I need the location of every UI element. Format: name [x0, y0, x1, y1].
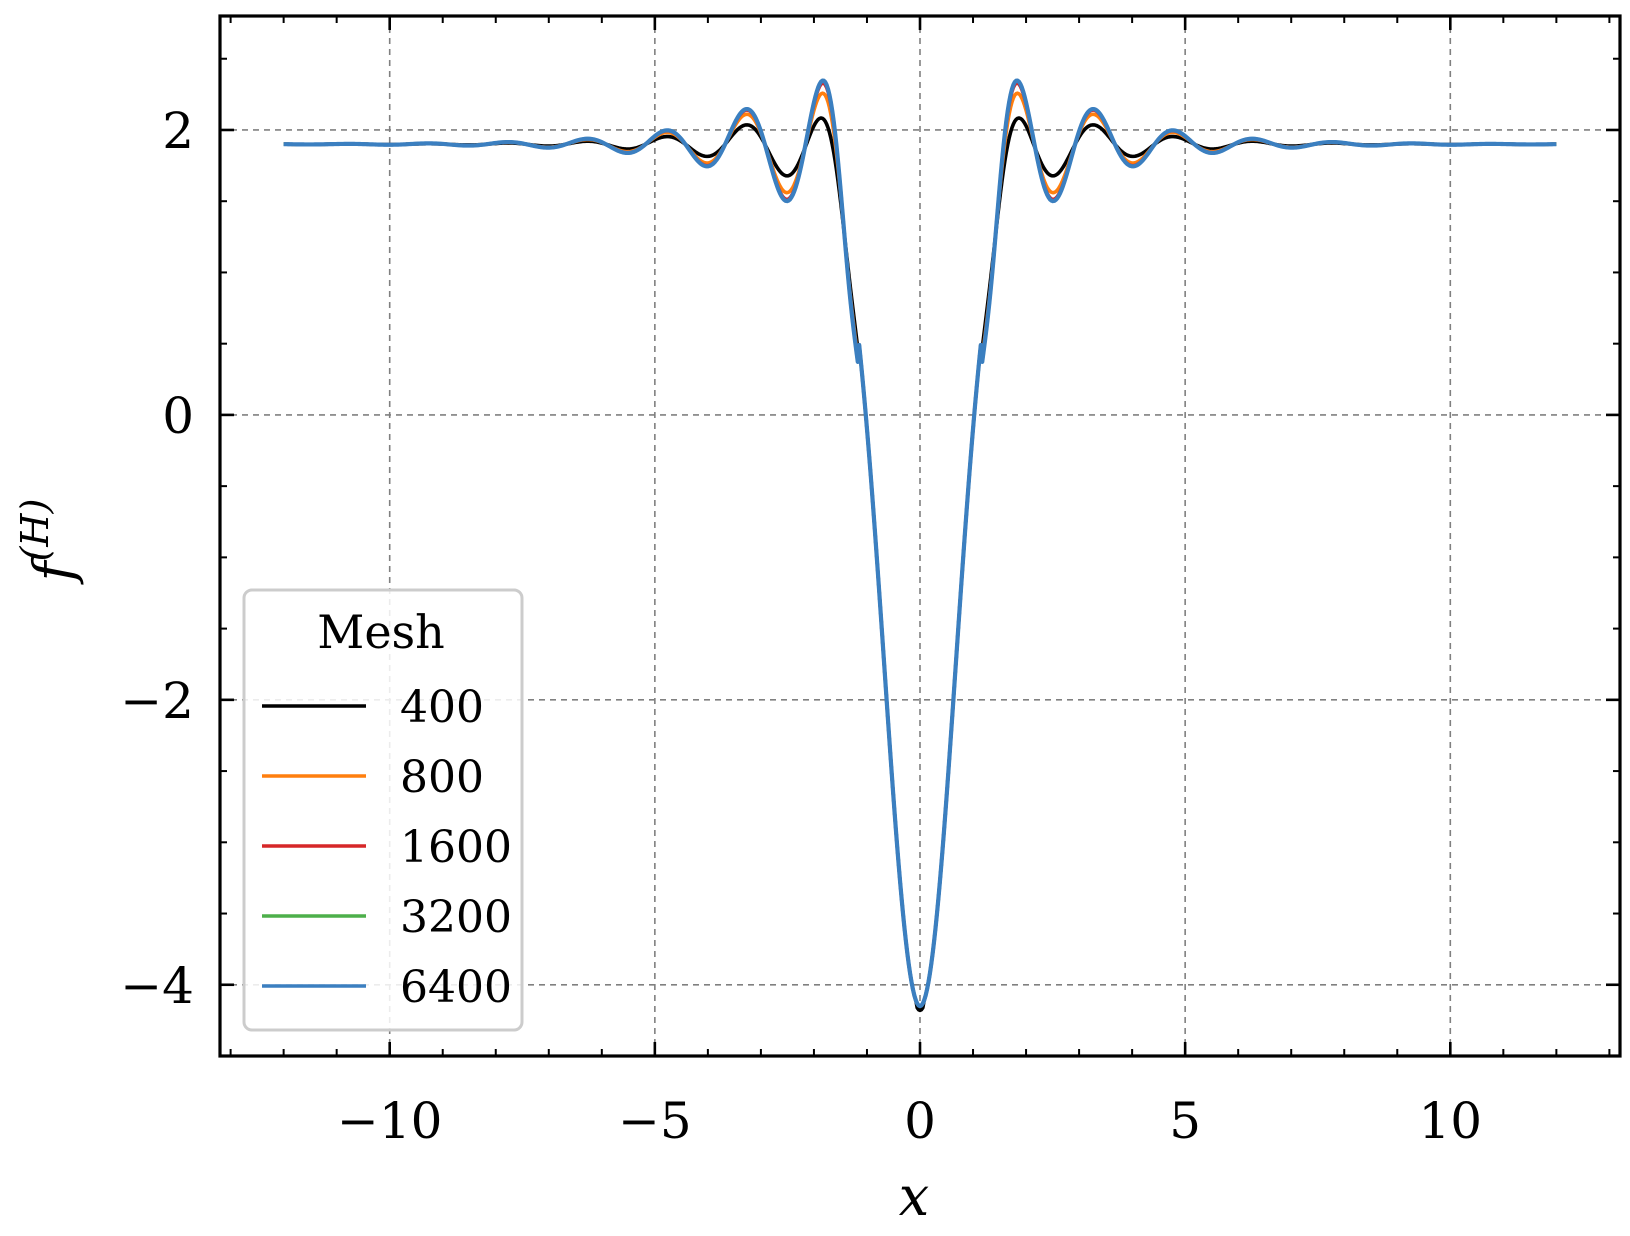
x-tick-label: −5: [618, 1092, 692, 1150]
series-layer: [282, 78, 1558, 1013]
legend-box: [242, 588, 524, 1032]
y-axis-label: f(H): [13, 499, 85, 586]
legend-title: Mesh: [317, 605, 445, 659]
tick-layer: −10 −5 0 5 10 −4 −2 0 2: [120, 16, 1620, 1150]
x-tick-label: 10: [1418, 1092, 1482, 1150]
y-tick-label: 2: [162, 102, 194, 160]
legend-label-1600: 1600: [400, 822, 512, 873]
legend: Mesh 400 800 1600 3200 6400: [242, 588, 524, 1032]
x-tick-label: −10: [337, 1092, 443, 1150]
y-tick-label: −2: [120, 672, 194, 730]
legend-label-3200: 3200: [400, 892, 512, 943]
x-tick-label: 5: [1169, 1092, 1201, 1150]
series-line-6400: [282, 78, 1558, 1009]
legend-label-400: 400: [400, 682, 484, 733]
x-tick-label: 0: [904, 1092, 936, 1150]
x-axis-label: x: [899, 1165, 929, 1228]
legend-label-800: 800: [400, 752, 484, 803]
y-tick-label: −4: [120, 957, 194, 1015]
svg-text:f(H): f(H): [13, 499, 85, 586]
legend-entries: 400 800 1600 3200 6400: [262, 682, 512, 1013]
y-tick-label: 0: [162, 387, 194, 445]
y-axis-label-superscript: (H): [13, 499, 57, 562]
legend-label-6400: 6400: [400, 962, 512, 1013]
